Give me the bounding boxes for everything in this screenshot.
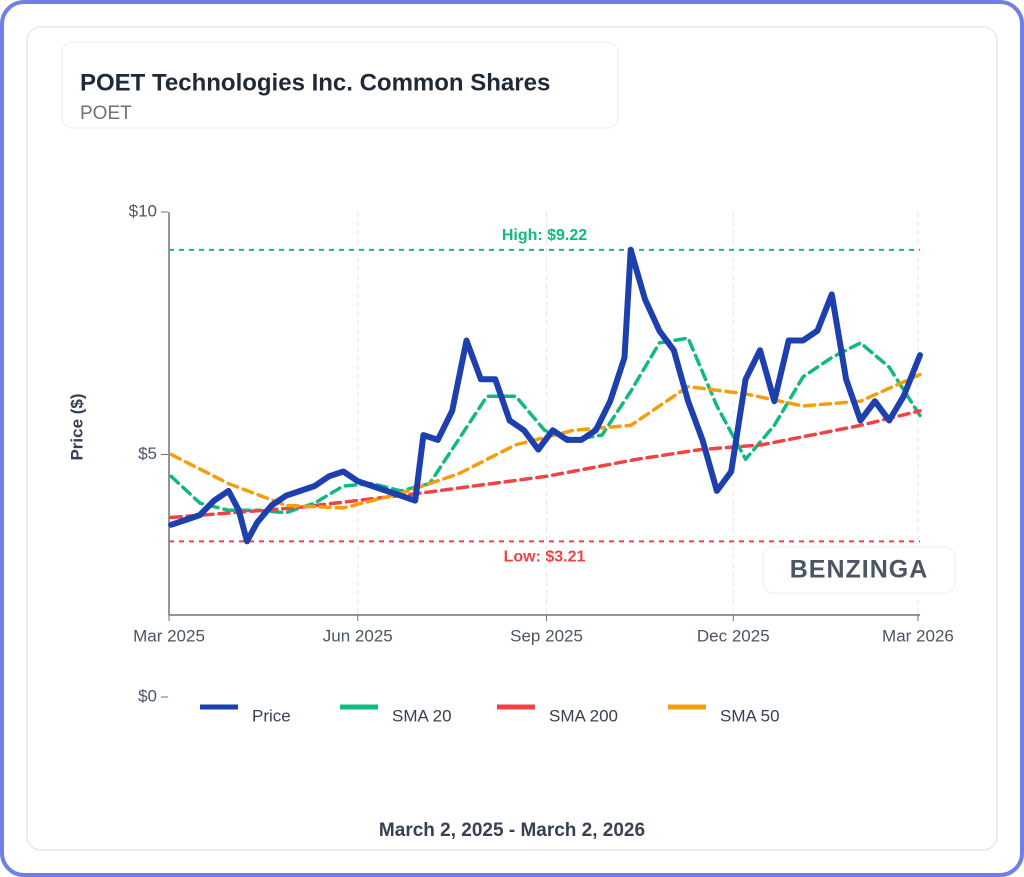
x-tick-label: Mar 2026 [882, 626, 954, 645]
series-line [169, 336, 922, 515]
y-tick-label: $5 [138, 444, 157, 463]
series-line [169, 409, 922, 520]
y-tick-label: $10 [129, 201, 157, 220]
y-axis-title: Price ($) [67, 393, 86, 460]
legend-label: SMA 20 [392, 706, 452, 725]
y-tick-label: $0 [138, 686, 157, 705]
chart-subtitle: POET [80, 103, 132, 124]
series-line [168, 246, 923, 545]
plot-area: Mar 2025 Jun 2025 Sep 2025 Dec 2025 Mar 2026… [129, 201, 954, 705]
x-tick-label: Sep 2025 [510, 626, 583, 645]
watermark-box [762, 546, 956, 594]
legend-label: SMA 50 [720, 706, 780, 725]
reference-label: Low: $3.21 [504, 549, 586, 566]
title-box [61, 41, 619, 129]
reference-label: High: $9.22 [502, 227, 587, 244]
legend-label: SMA 200 [549, 706, 618, 725]
x-tick-label: Jun 2025 [323, 626, 393, 645]
watermark: BENZINGA [790, 556, 929, 584]
card [26, 26, 998, 851]
chart-title: POET Technologies Inc. Common Shares [80, 69, 550, 96]
legend-label: Price [252, 706, 291, 725]
x-tick-label: Mar 2025 [133, 626, 205, 645]
x-tick-label: Dec 2025 [697, 626, 770, 645]
series-line [169, 372, 922, 510]
date-range: March 2, 2025 - March 2, 2026 [379, 820, 645, 841]
